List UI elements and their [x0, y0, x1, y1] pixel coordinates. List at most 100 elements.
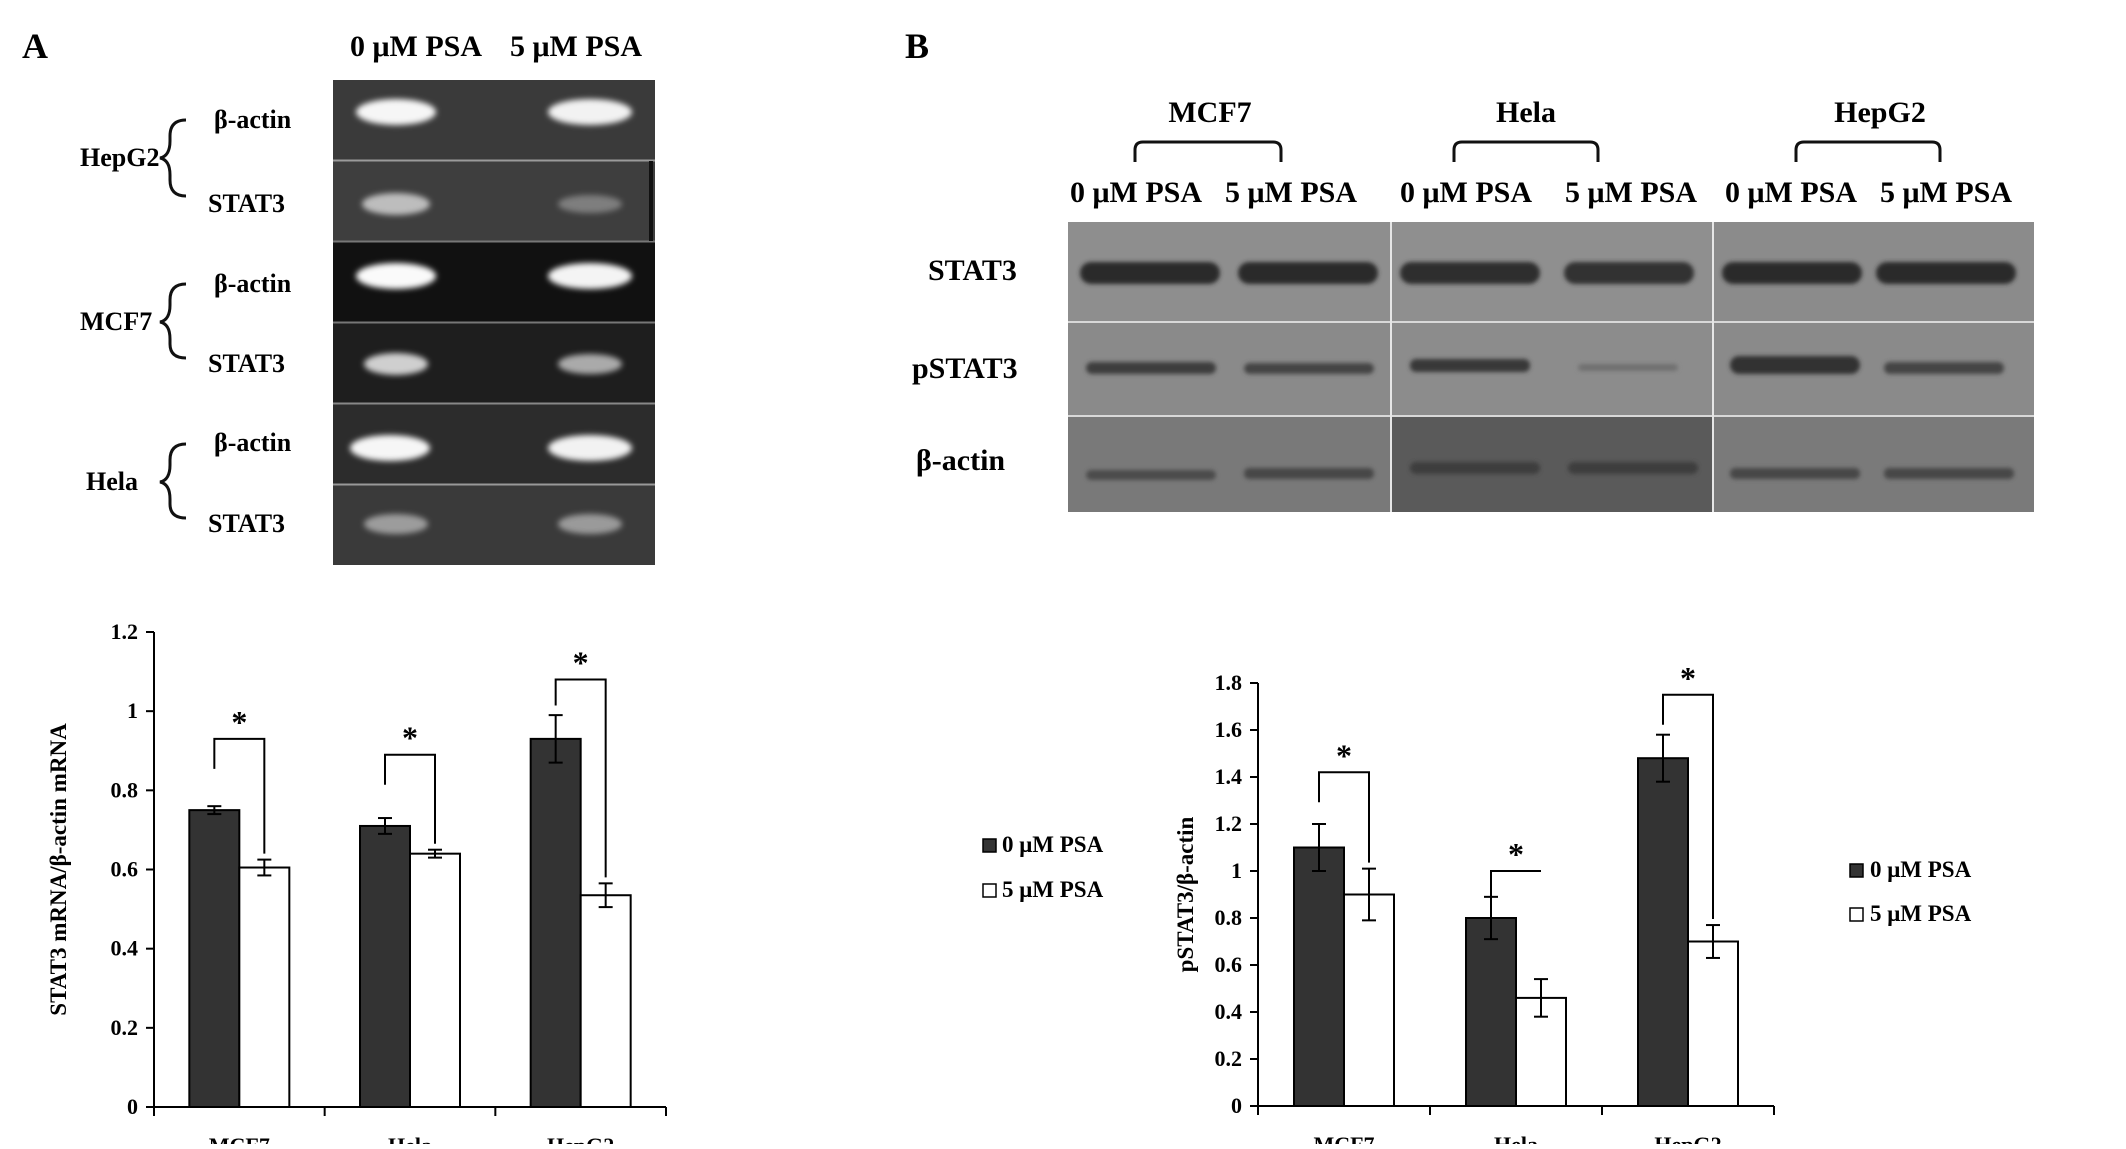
legend-label: 0 μM PSA [1002, 832, 1104, 857]
chart-b-x-tick-label: HepG2 [1654, 1132, 1721, 1144]
blot-b-lane-label: 0 μM PSA [1725, 176, 1857, 209]
panel-b-blot: MCF7 Hela HepG2 0 μM PSA 5 μM PSA 0 μM P… [912, 96, 2034, 512]
gel-a-row-label: β-actin [214, 428, 292, 457]
legend-swatch-5um [1849, 907, 1864, 922]
gel-a-row-label: β-actin [214, 105, 292, 134]
gel-band [356, 99, 436, 125]
gel-a-bands [350, 99, 632, 534]
chart-a-bar [188, 809, 241, 1108]
blot-band [1244, 363, 1374, 374]
chart-b-bar [1343, 893, 1395, 1107]
chart-b-y-tick-label: 0 [1231, 1093, 1242, 1118]
gel-band [548, 263, 632, 289]
chart-a-x-tick-label: HepG2 [547, 1133, 614, 1144]
blot-b-row-label: β-actin [916, 444, 1005, 477]
chart-a-x-tick-label: Hela [388, 1133, 432, 1144]
blot-band [1722, 262, 1862, 284]
chart-b-bar [1687, 940, 1739, 1107]
chart-b-y-tick-label: 0.2 [1215, 1046, 1243, 1071]
blot-band [1884, 362, 2004, 374]
gel-band [548, 435, 632, 461]
chart-a-y-tick-label: 0.6 [111, 857, 139, 882]
gel-band [362, 193, 430, 215]
blot-b-lane-label: 0 μM PSA [1400, 176, 1532, 209]
chart-b-significance-bracket [1318, 771, 1370, 863]
chart-b-significance-star: * [1336, 737, 1352, 773]
gel-band [364, 514, 428, 534]
gel-band [558, 514, 622, 534]
chart-a-y-tick-label: 1.2 [111, 619, 139, 644]
blot-band [1086, 470, 1216, 480]
legend-swatch-0um [1849, 863, 1864, 878]
blot-b-group-bracket [1452, 140, 1600, 162]
panel-a-letter: A [22, 26, 48, 66]
blot-b-lane-label: 5 μM PSA [1880, 176, 2012, 209]
chart-b-x-tick-label: MCF7 [1313, 1132, 1374, 1144]
chart-a-y-tick-label: 0.4 [111, 936, 139, 961]
chart-a-y-tick-label: 0 [127, 1094, 138, 1119]
legend-label: 5 μM PSA [1002, 877, 1104, 902]
gel-a-row-label: β-actin [214, 269, 292, 298]
chart-a-y-tick-label: 1 [127, 698, 138, 723]
blot-b-group-bracket [1794, 140, 1942, 162]
chart-b-bar [1293, 846, 1345, 1107]
chart-a-significance-bracket [554, 678, 607, 878]
gel-a-row-label: STAT3 [208, 349, 285, 378]
chart-b-y-tick-label: 0.8 [1215, 905, 1243, 930]
legend-a: 0 μM PSA 5 μM PSA [982, 832, 1104, 902]
blot-band [1080, 262, 1220, 284]
gel-band [558, 354, 622, 374]
blot-b-lane-label: 5 μM PSA [1225, 176, 1357, 209]
gel-band [356, 263, 436, 289]
gel-band [364, 353, 428, 375]
legend-swatch-0um [982, 838, 997, 853]
chart-b-y-tick-label: 1.6 [1215, 717, 1243, 742]
chart-a-bar [238, 866, 291, 1108]
blot-band [1578, 364, 1678, 371]
blot-band [1884, 468, 2014, 479]
chart-b-y-tick-label: 1 [1231, 858, 1242, 883]
chart-b-y-tick-label: 1.2 [1215, 811, 1243, 836]
legend-swatch-5um [982, 883, 997, 898]
gel-a-group-bracket [159, 282, 187, 360]
chart-b-x-tick-label: Hela [1494, 1132, 1538, 1144]
blot-b-cell-line: Hela [1496, 96, 1556, 129]
legend-label: 5 μM PSA [1870, 901, 1972, 926]
gel-a-cell-line: Hela [86, 467, 138, 496]
blot-b-cell-line: HepG2 [1834, 96, 1926, 129]
gel-a-cell-line: MCF7 [80, 307, 152, 336]
gel-a-lane-header: 5 μM PSA [510, 30, 642, 63]
chart-b-bar [1637, 757, 1689, 1107]
chart-b-significance-star: * [1508, 836, 1524, 872]
chart-a-y-tick-label: 0.8 [111, 777, 139, 802]
chart-b-y-tick-label: 0.4 [1215, 999, 1243, 1024]
chart-b-significance-bracket [1490, 870, 1541, 897]
chart-a-y-tick-label: 0.2 [111, 1015, 139, 1040]
blot-b-row-label: STAT3 [928, 254, 1017, 287]
chart-b: 0 0.2 0.4 0.6 0.8 1 1.2 1.4 1.6 1.8 pSTAT3/β-actin… [1173, 660, 1775, 1149]
legend-label: 0 μM PSA [1870, 857, 1972, 882]
chart-a-x-tick-label: MCF7 [209, 1133, 270, 1144]
gel-a-lane-header: 0 μM PSA [350, 30, 482, 63]
chart-b-significance-star: * [1680, 660, 1696, 696]
blot-band [1410, 359, 1530, 372]
gel-a-group-bracket [159, 118, 187, 198]
chart-a-significance-bracket [213, 737, 266, 854]
blot-band [1568, 462, 1698, 474]
panel-b-letter: B [905, 26, 929, 66]
blot-band [1730, 468, 1860, 479]
chart-b-significance-bracket [1662, 693, 1714, 920]
blot-band [1400, 262, 1540, 284]
chart-b-y-axis-label: pSTAT3/β-actin [1173, 816, 1198, 972]
blot-band [1086, 362, 1216, 374]
blot-band [1410, 462, 1540, 474]
gel-band [558, 195, 622, 213]
gel-a-cell-line: HepG2 [80, 143, 159, 172]
panel-a-gel: 0 μM PSA 5 μM PSA β- [80, 30, 655, 565]
chart-a-significance-bracket [384, 753, 436, 844]
gel-a-row-label: STAT3 [208, 189, 285, 218]
gel-band [350, 435, 430, 461]
chart-a-bar [529, 737, 582, 1108]
blot-b-row-label: pSTAT3 [912, 352, 1018, 385]
blot-band [1238, 262, 1378, 284]
